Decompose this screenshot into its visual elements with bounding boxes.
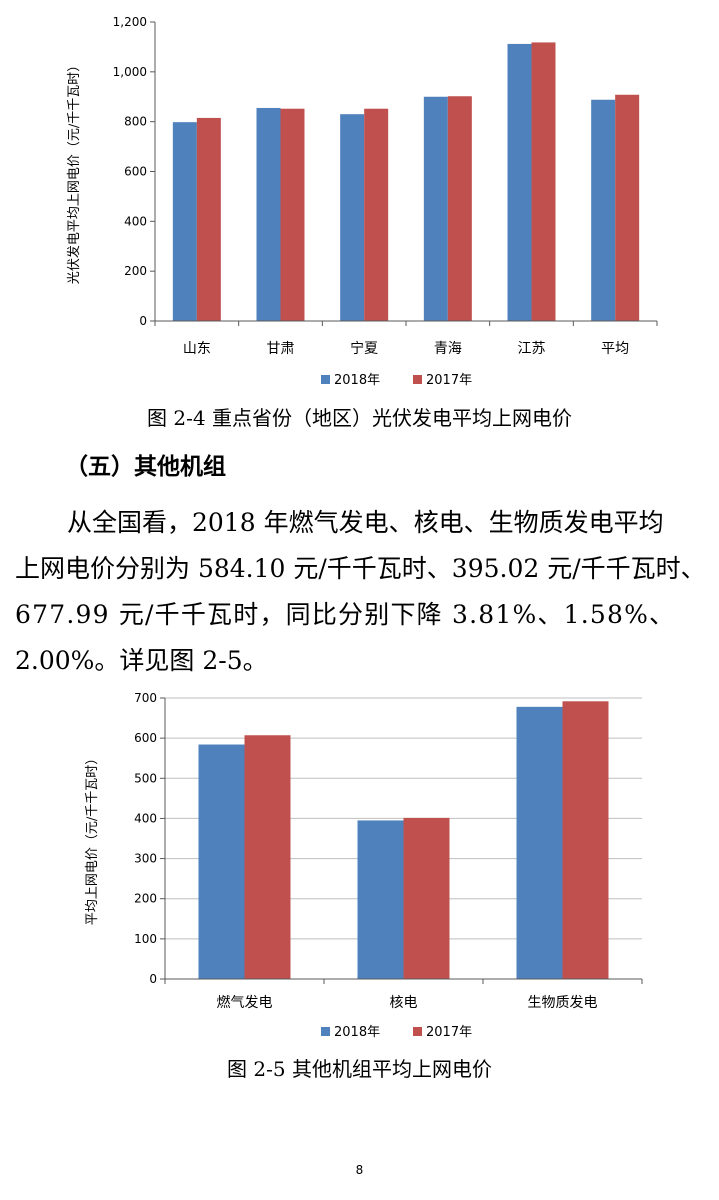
y-tick-label: 200	[134, 892, 157, 906]
legend-swatch	[413, 375, 422, 384]
bar	[507, 43, 532, 321]
bar	[403, 817, 450, 979]
legend-label: 2017年	[426, 1025, 472, 1040]
paragraph-line-2: 上网电价分别为 584.10 元/千千瓦时、395.02 元/千千瓦时、	[15, 554, 706, 583]
x-tick-label: 宁夏	[350, 340, 378, 357]
y-tick-label: 200	[124, 264, 147, 278]
legend-label: 2018年	[334, 373, 380, 388]
bar	[531, 42, 556, 321]
body-paragraph: 从全国看，2018 年燃气发电、核电、生物质发电平均 上网电价分别为 584.1…	[15, 500, 706, 684]
bar	[447, 96, 472, 321]
y-tick-label: 0	[139, 314, 147, 328]
chart-2-svg: 0 100 200 300 400 500 600 700 燃气发电 核电 生物质发电 平均上网电价（…	[85, 691, 643, 1040]
x-tick-label: 生物质发电	[528, 995, 598, 1011]
bar	[364, 108, 389, 322]
y-tick-label: 1,000	[113, 65, 147, 79]
y-tick-label: 300	[134, 852, 157, 866]
y-tick-label: 400	[134, 811, 157, 825]
y-tick-label: 700	[134, 691, 157, 705]
x-tick-label: 核电	[390, 995, 418, 1011]
x-tick-label: 青海	[434, 341, 462, 357]
x-tick-label: 山东	[183, 341, 211, 357]
figure-2-4-caption: 图 2-4 重点省份（地区）光伏发电平均上网电价	[147, 406, 572, 430]
y-tick-label: 500	[134, 771, 157, 785]
paragraph-line-4: 2.00%。详见图 2-5。	[15, 646, 268, 675]
bar	[172, 122, 197, 321]
legend-swatch	[321, 375, 330, 384]
y-axis-title: 平均上网电价（元/千千瓦时）	[85, 752, 100, 925]
chart-other-units-price: 0 100 200 300 400 500 600 700 燃气发电 核电 生物质发电 平均上网电价（…	[0, 680, 719, 1050]
legend-swatch	[321, 1027, 330, 1036]
section-heading: （五）其他机组	[65, 454, 226, 480]
x-tick-label: 平均	[601, 341, 629, 357]
x-tick-label: 甘肃	[267, 341, 295, 357]
bar	[516, 706, 563, 979]
chart-1-svg: 0 200 400 600 800 1,000 1,200 山东 甘肃 宁夏 青海 江苏 平均 光伏发电平…	[66, 15, 658, 388]
x-tick-label: 燃气发电	[217, 994, 273, 1011]
bar	[615, 94, 640, 321]
bar	[423, 96, 448, 321]
bar	[562, 701, 609, 979]
bar	[256, 107, 281, 322]
y-tick-label: 800	[124, 115, 147, 129]
y-tick-label: 400	[124, 214, 147, 228]
y-tick-label: 100	[134, 932, 157, 946]
bar	[280, 108, 305, 322]
paragraph-line-1: 从全国看，2018 年燃气发电、核电、生物质发电平均	[67, 508, 664, 537]
y-tick-label: 600	[124, 165, 147, 179]
bar	[591, 99, 616, 322]
bar	[340, 114, 365, 321]
bar	[198, 744, 245, 979]
legend-label: 2018年	[334, 1025, 380, 1040]
bar	[244, 735, 291, 979]
y-tick-label: 1,200	[113, 15, 147, 29]
y-axis-title: 光伏发电平均上网电价（元/千千瓦时）	[66, 59, 82, 284]
paragraph-line-3: 677.99 元/千千瓦时，同比分别下降 3.81%、1.58%、	[15, 600, 676, 629]
legend-label: 2017年	[426, 373, 472, 388]
bar	[357, 820, 404, 979]
x-tick-label: 江苏	[518, 341, 546, 357]
figure-2-5-caption: 图 2-5 其他机组平均上网电价	[227, 1057, 492, 1081]
y-tick-label: 600	[134, 731, 157, 745]
bar	[196, 117, 221, 321]
legend-swatch	[413, 1027, 422, 1036]
chart-provincial-pv-price: 0 200 400 600 800 1,000 1,200 山东 甘肃 宁夏 青海 江苏 平均 光伏发电平…	[0, 0, 719, 400]
y-tick-label: 0	[149, 972, 157, 986]
page-number: 8	[355, 1163, 364, 1177]
